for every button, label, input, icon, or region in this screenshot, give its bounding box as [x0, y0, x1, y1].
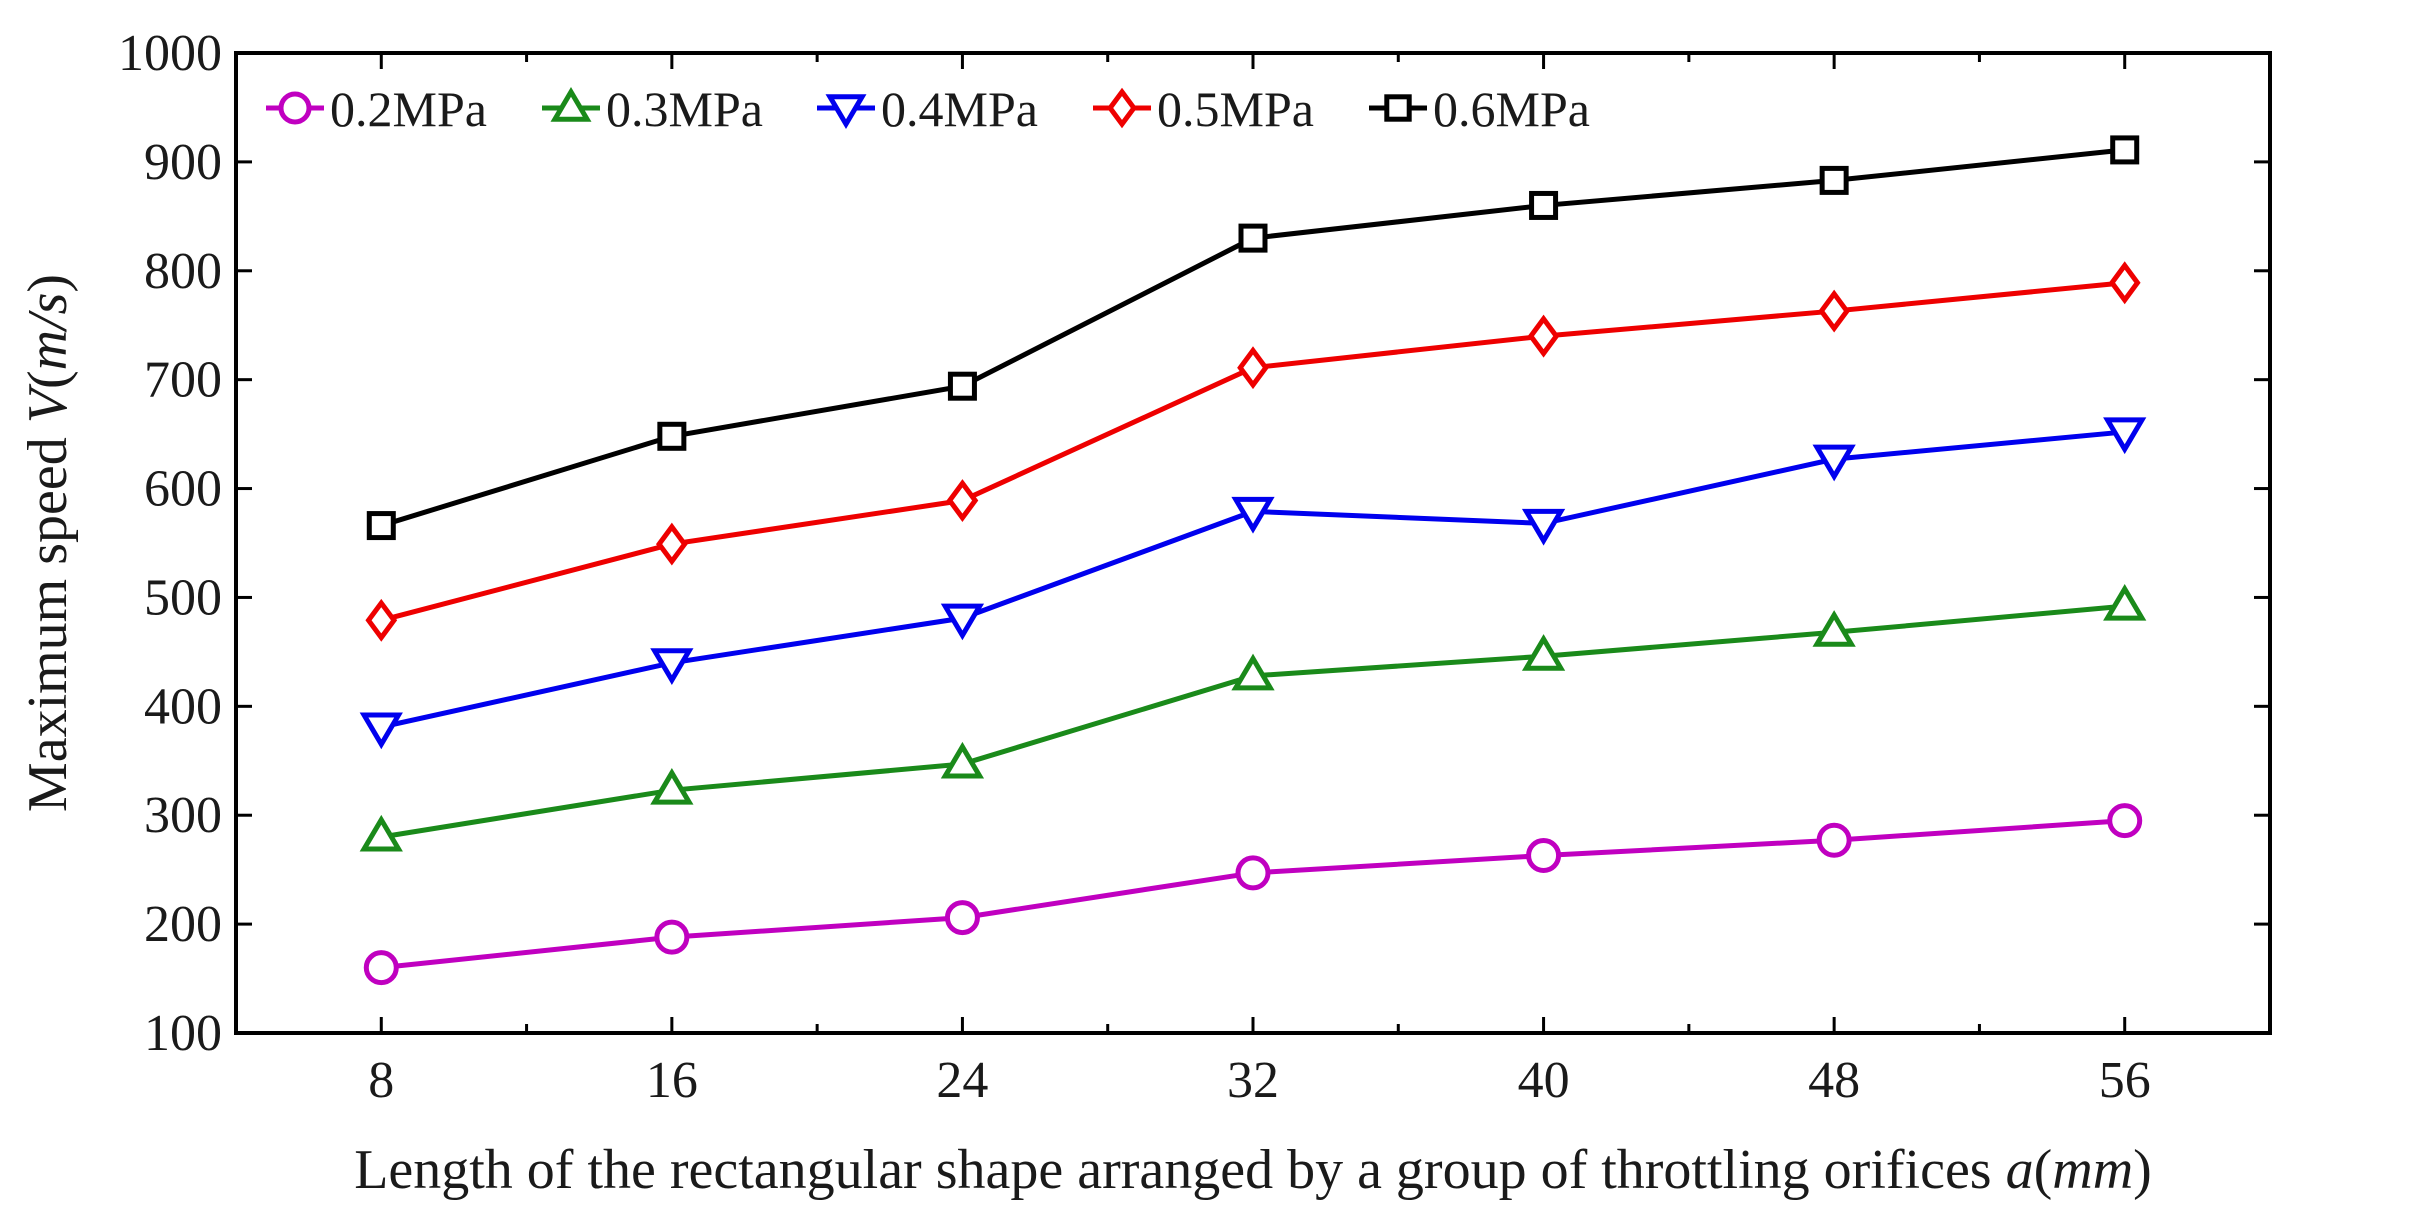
data-point	[1231, 496, 1275, 534]
y-tick-label: 300	[144, 787, 222, 844]
legend: 0.2MPa 0.3MPa 0.4MPa 0.5MPa 0.6MPa	[266, 81, 1590, 137]
axis-title-part: (	[17, 370, 79, 389]
axis-title-part: (	[2034, 1139, 2053, 1201]
x-tick-label: 24	[936, 1052, 988, 1109]
data-point	[1231, 653, 1275, 691]
data-point	[1527, 314, 1560, 358]
data-point	[650, 648, 694, 685]
data-point	[650, 768, 694, 805]
x-tick-label: 56	[2099, 1052, 2151, 1109]
series-0.5MPa	[365, 261, 2141, 642]
axis-title-part: V	[17, 383, 79, 423]
y-tick-label: 600	[144, 461, 222, 518]
data-point	[2103, 583, 2147, 621]
data-point	[365, 598, 398, 642]
axis-title-part: m/s	[17, 293, 79, 371]
y-tick-label: 1000	[118, 25, 222, 82]
y-tick-label: 200	[144, 896, 222, 953]
data-point	[359, 814, 403, 852]
data-point	[1521, 634, 1566, 671]
legend-marker	[825, 94, 867, 130]
legend-marker	[1384, 94, 1412, 122]
data-point	[1237, 346, 1269, 390]
axes-layer: 100 200 300 400 500 600 700 800 900 1000 8 16 24 32 40…	[118, 25, 2270, 1109]
legend-marker	[550, 86, 592, 122]
series-0.3MPa	[359, 583, 2147, 852]
axis-title-part: Length of the rectangular shape arranged…	[354, 1139, 2005, 1201]
axis-title-part: mm	[2052, 1139, 2133, 1201]
series-0.6MPa	[366, 135, 2140, 541]
legend-item: 0.6MPa	[1369, 81, 1590, 137]
data-point	[940, 741, 985, 779]
data-point	[363, 950, 399, 986]
data-point	[1529, 190, 1559, 220]
legend-label: 0.4MPa	[881, 81, 1038, 137]
data-point	[1816, 822, 1852, 858]
y-tick-label: 400	[144, 678, 222, 735]
data-point	[940, 603, 985, 641]
legend-label: 0.3MPa	[606, 81, 763, 137]
data-point	[1819, 165, 1849, 195]
legend-marker	[1106, 87, 1138, 129]
data-point	[946, 479, 979, 522]
data-point	[944, 900, 980, 936]
legend-item: 0.3MPa	[542, 81, 763, 137]
x-tick-label: 48	[1808, 1052, 1860, 1109]
x-tick-label: 32	[1227, 1052, 1279, 1109]
y-tick-label: 700	[144, 352, 222, 409]
data-point	[2110, 135, 2140, 165]
legend-label: 0.2MPa	[330, 81, 487, 137]
y-tick-label: 100	[144, 1005, 222, 1062]
data-point	[1235, 855, 1271, 891]
data-point	[1812, 444, 1856, 482]
legend-item: 0.4MPa	[817, 81, 1038, 137]
data-point	[1238, 223, 1268, 253]
legend-item: 0.2MPa	[266, 81, 487, 137]
data-point	[2107, 803, 2143, 839]
axis-title-part: )	[2133, 1139, 2152, 1201]
data-point	[366, 511, 396, 541]
x-tick-label: 16	[646, 1052, 698, 1109]
series-0.4MPa	[359, 417, 2147, 750]
y-tick-label: 800	[144, 243, 222, 300]
y-axis-title: Maximum speed V(m/s)	[17, 274, 79, 812]
axis-title-part: Maximum speed	[17, 423, 79, 812]
y-tick-label: 500	[144, 569, 222, 626]
data-point	[1818, 289, 1851, 333]
axis-title-part: a	[2006, 1139, 2034, 1201]
series-0.2MPa	[363, 803, 2143, 986]
x-tick-label: 40	[1518, 1052, 1570, 1109]
data-point	[1521, 508, 1566, 546]
y-tick-label: 900	[144, 134, 222, 191]
series-layer	[359, 135, 2147, 986]
legend-label: 0.6MPa	[1433, 81, 1590, 137]
data-point	[359, 712, 403, 750]
x-tick-label: 8	[368, 1052, 394, 1109]
data-point	[654, 919, 690, 955]
data-point	[2108, 261, 2141, 305]
data-point	[1526, 838, 1562, 874]
data-point	[1812, 610, 1856, 647]
legend-marker	[278, 91, 312, 125]
legend-item: 0.5MPa	[1093, 81, 1314, 137]
legend-label: 0.5MPa	[1157, 81, 1314, 137]
data-point	[947, 371, 977, 401]
axis-title-part: )	[17, 274, 79, 293]
data-point	[655, 522, 688, 566]
data-point	[657, 421, 687, 451]
x-axis-title: Length of the rectangular shape arranged…	[354, 1139, 2152, 1201]
data-point	[2103, 417, 2147, 455]
